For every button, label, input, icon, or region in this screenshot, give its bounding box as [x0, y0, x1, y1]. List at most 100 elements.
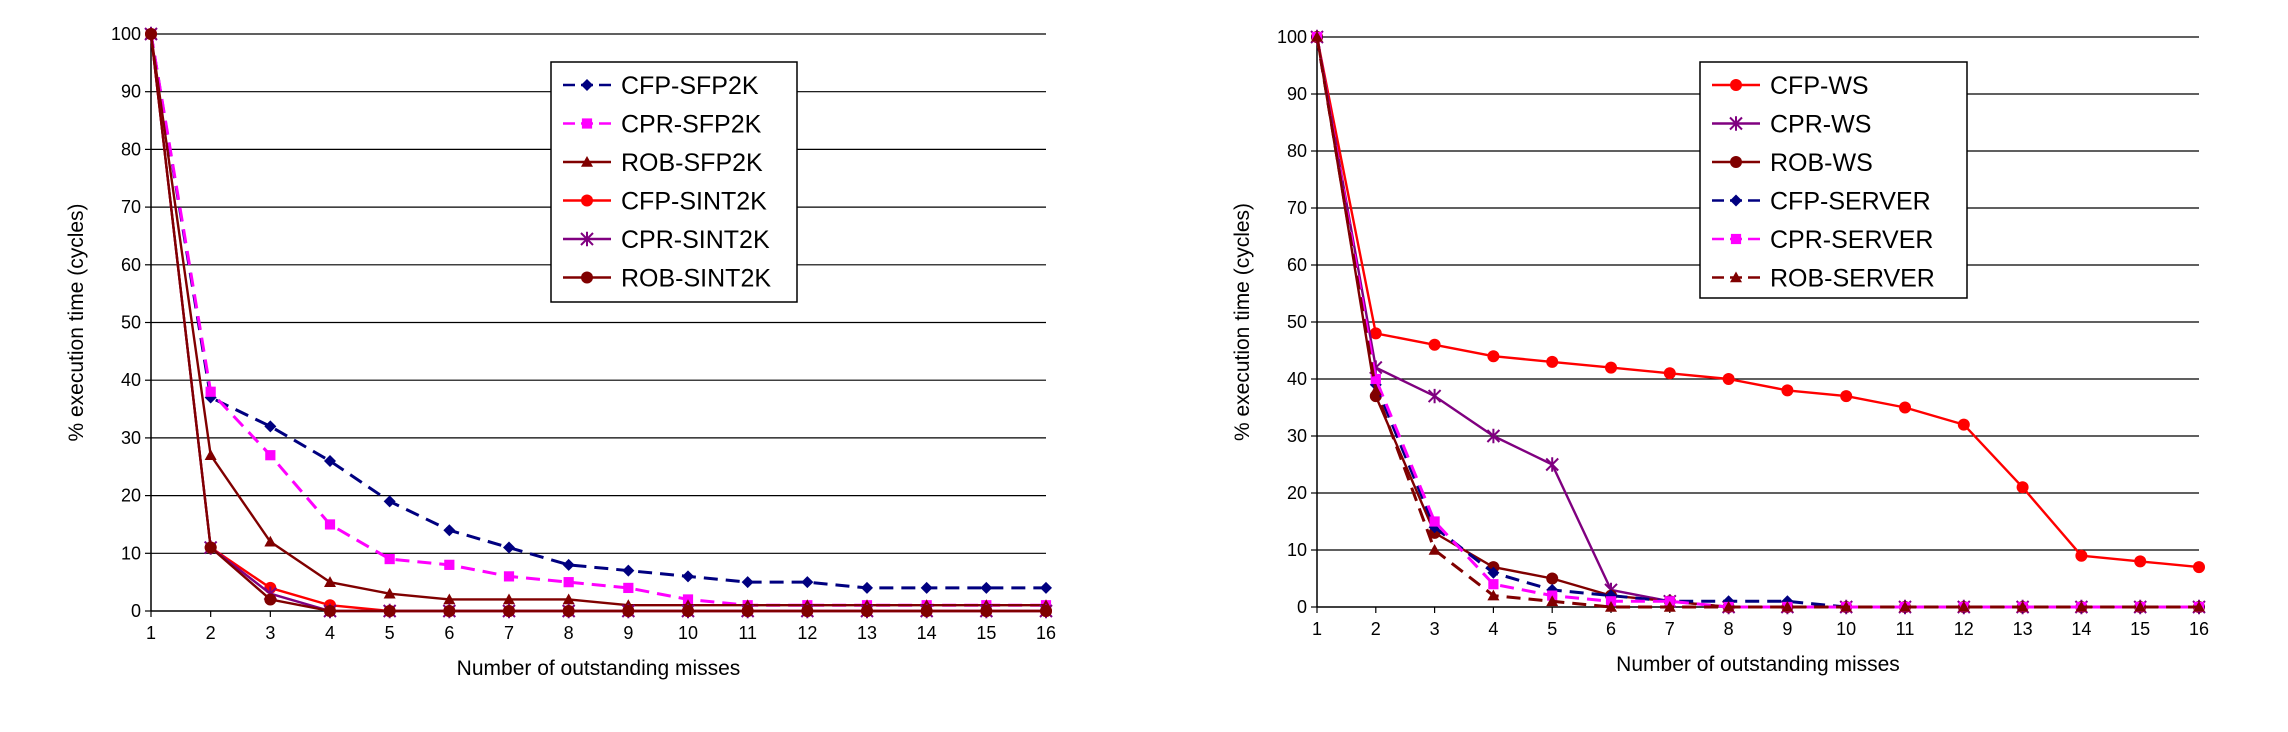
x-tick-label: 13 — [857, 623, 877, 643]
y-tick-label: 70 — [121, 197, 141, 217]
x-tick-label: 12 — [1954, 619, 1974, 639]
data-point — [264, 593, 277, 606]
x-axis-title: Number of outstanding misses — [1616, 653, 1900, 676]
data-point — [2193, 601, 2205, 612]
data-point — [1722, 373, 1735, 385]
x-tick-label: 8 — [1724, 619, 1734, 639]
data-point — [861, 581, 873, 594]
x-tick-label: 3 — [265, 623, 275, 643]
data-point — [1605, 601, 1617, 612]
legend-label: ROB-SINT2K — [621, 265, 771, 293]
y-tick-label: 90 — [121, 82, 141, 102]
y-tick-label: 60 — [121, 255, 141, 275]
data-point — [205, 386, 216, 397]
data-point — [503, 541, 515, 554]
series-ROB-SINT2K — [145, 28, 1052, 617]
x-axis-title: Number of outstanding misses — [457, 657, 741, 680]
x-tick-label: 14 — [2071, 619, 2091, 639]
data-point — [1488, 579, 1499, 590]
data-point — [145, 28, 157, 40]
y-tick-label: 70 — [1287, 198, 1307, 218]
data-point — [1722, 601, 1735, 612]
x-tick-label: 7 — [504, 623, 514, 643]
y-tick-label: 50 — [121, 313, 141, 333]
data-point — [2134, 555, 2147, 568]
data-point — [503, 571, 515, 582]
data-point — [2075, 601, 2088, 612]
legend: CFP-WS CPR-WS ROB-WS CFP-SERVER CPR-SERVER RO… — [1699, 61, 1968, 299]
data-point — [622, 564, 635, 577]
data-point — [1428, 338, 1441, 351]
legend-marker — [581, 156, 593, 167]
y-tick-label: 40 — [1287, 369, 1307, 389]
data-point — [2016, 481, 2029, 494]
series-line — [1315, 36, 2200, 569]
x-tick-label: 4 — [325, 623, 335, 643]
data-point — [1840, 601, 1853, 612]
x-tick-label: 2 — [1371, 619, 1381, 639]
series-line — [1315, 36, 2199, 609]
x-tick-label: 16 — [1036, 623, 1056, 643]
series-line — [1315, 36, 2199, 609]
data-point — [1546, 572, 1559, 585]
data-point — [324, 519, 336, 530]
y-tick-label: 50 — [1287, 312, 1307, 332]
data-point — [1957, 601, 1970, 612]
data-point — [622, 605, 635, 617]
y-tick-label: 10 — [1287, 540, 1307, 560]
legend-marker — [581, 194, 593, 207]
x-tick-label: 5 — [385, 623, 395, 643]
data-point — [682, 570, 694, 583]
x-tick-label: 6 — [1606, 619, 1616, 639]
y-tick-label: 20 — [121, 486, 141, 506]
y-tick-label: 100 — [111, 24, 141, 44]
x-tick-label: 8 — [564, 623, 574, 643]
data-point — [1546, 595, 1559, 607]
data-point — [1428, 544, 1441, 555]
series-line — [1315, 36, 2199, 609]
data-point — [1427, 388, 1442, 404]
data-point — [384, 553, 395, 565]
legend-marker — [580, 231, 594, 247]
data-point — [1487, 566, 1500, 579]
data-point — [1663, 367, 1676, 380]
y-tick-label: 30 — [1287, 426, 1307, 446]
data-point — [563, 577, 574, 588]
data-point — [920, 605, 933, 617]
data-point — [204, 541, 217, 554]
y-tick-label: 20 — [1287, 483, 1307, 503]
legend-label: CPR-SERVER — [1770, 226, 1933, 254]
data-point — [324, 576, 336, 587]
data-point — [2193, 561, 2205, 574]
legend-label: CFP-SINT2K — [621, 188, 767, 216]
y-tick-label: 30 — [121, 428, 141, 448]
legend-marker — [1730, 79, 1742, 91]
data-point — [741, 576, 754, 589]
data-point — [1487, 350, 1500, 363]
x-tick-label: 1 — [146, 623, 156, 643]
y-tick-label: 0 — [131, 601, 141, 621]
y-axis-title: % execution time (cycles) — [1231, 203, 1254, 441]
data-point — [2075, 549, 2088, 562]
data-point — [443, 593, 456, 605]
legend-label: CFP-WS — [1770, 72, 1869, 100]
x-tick-label: 4 — [1488, 619, 1498, 639]
data-point — [383, 495, 396, 508]
x-tick-label: 2 — [206, 623, 216, 643]
data-point — [443, 605, 456, 617]
y-tick-label: 80 — [121, 139, 141, 159]
data-point — [1370, 373, 1381, 385]
data-point — [682, 605, 694, 617]
y-tick-label: 0 — [1297, 597, 1307, 617]
data-point — [204, 449, 217, 461]
data-point — [920, 581, 933, 594]
legend-label: CFP-SFP2K — [621, 72, 759, 100]
data-point — [1781, 384, 1794, 397]
data-point — [801, 605, 814, 617]
data-point — [562, 605, 575, 617]
data-point — [324, 454, 336, 467]
legend-label: ROB-SERVER — [1770, 265, 1935, 293]
data-point — [1040, 581, 1052, 594]
data-point — [264, 420, 277, 433]
